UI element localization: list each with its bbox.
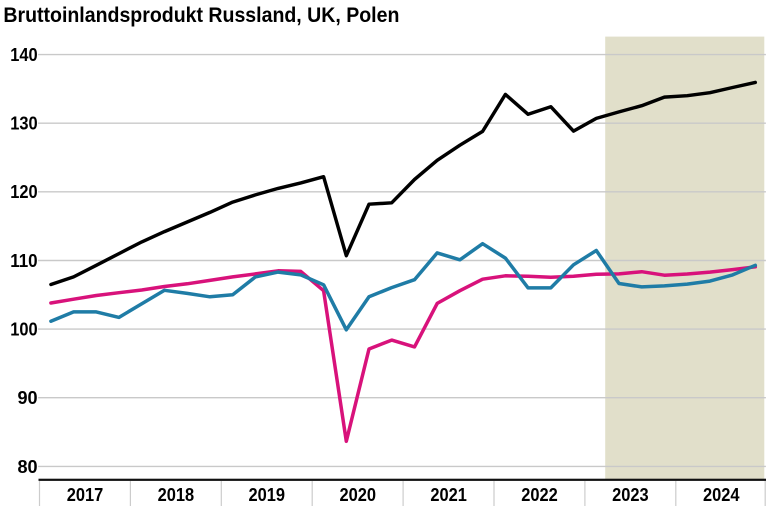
- svg-text:2022: 2022: [521, 484, 558, 505]
- svg-text:110: 110: [10, 250, 37, 271]
- svg-text:2024: 2024: [703, 484, 740, 505]
- svg-text:90: 90: [18, 387, 38, 408]
- svg-text:80: 80: [18, 456, 38, 477]
- svg-text:2017: 2017: [67, 484, 104, 505]
- svg-text:140: 140: [10, 44, 37, 65]
- svg-text:130: 130: [10, 113, 37, 134]
- svg-text:2023: 2023: [612, 484, 649, 505]
- svg-text:120: 120: [10, 181, 37, 202]
- svg-text:2021: 2021: [430, 484, 467, 505]
- svg-text:100: 100: [10, 319, 37, 340]
- svg-text:2020: 2020: [339, 484, 376, 505]
- svg-text:2019: 2019: [249, 484, 286, 505]
- svg-text:2018: 2018: [158, 484, 195, 505]
- svg-text:Bruttoinlandsprodukt Russland,: Bruttoinlandsprodukt Russland, UK, Polen: [3, 3, 399, 27]
